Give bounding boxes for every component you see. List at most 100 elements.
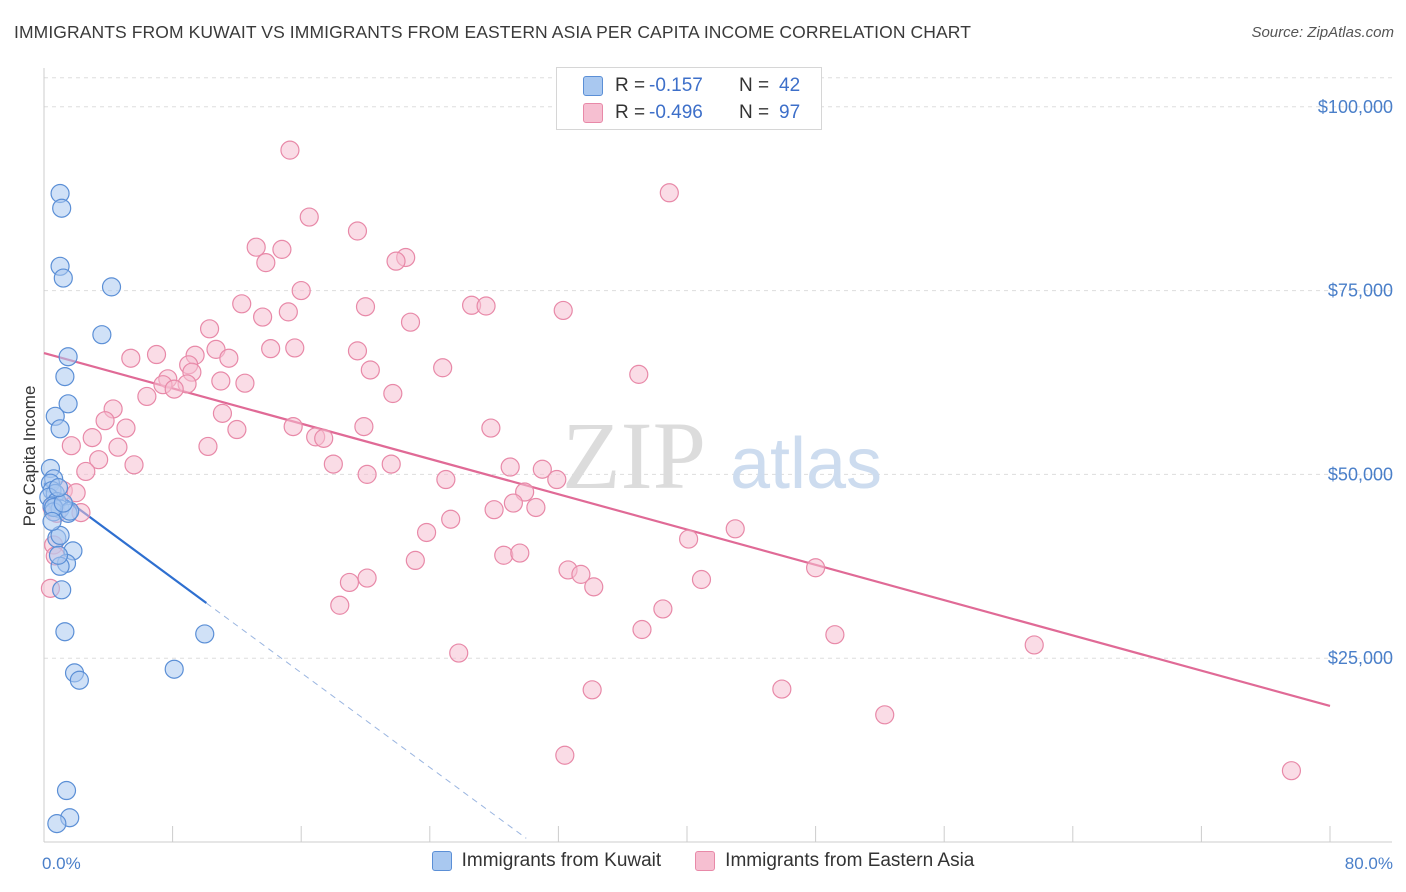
eastern-asia-point xyxy=(357,464,377,484)
r-value: -0.496 xyxy=(649,102,703,123)
kuwait-legend-swatch xyxy=(431,851,452,871)
eastern-asia-point xyxy=(629,364,649,384)
eastern-asia-point xyxy=(725,519,745,539)
eastern-asia-point xyxy=(503,493,523,513)
eastern-asia-point xyxy=(405,550,425,571)
eastern-asia-point xyxy=(261,339,281,359)
grid-lines xyxy=(44,77,1392,659)
eastern-asia-point xyxy=(211,371,231,391)
eastern-asia-point xyxy=(386,251,406,271)
eastern-asia-point xyxy=(555,745,575,765)
eastern-asia-point xyxy=(571,564,591,584)
kuwait-trend-extension xyxy=(206,602,527,839)
axes xyxy=(43,68,1392,843)
eastern-asia-point xyxy=(772,679,792,699)
kuwait-swatch xyxy=(583,76,603,96)
eastern-asia-point xyxy=(108,437,128,457)
eastern-asia-point xyxy=(124,455,144,475)
r-label: R = xyxy=(615,102,646,123)
eastern-asia-point xyxy=(299,207,319,227)
eastern-asia-point xyxy=(825,625,845,645)
eastern-asia-point xyxy=(526,497,546,518)
source-label: Source: ZipAtlas.com xyxy=(1251,24,1394,41)
x-tick-label: 0.0% xyxy=(42,854,81,873)
stats-row-kuwait: R = -0.157 N = 42 xyxy=(583,73,800,99)
watermark: ZIP atlas xyxy=(562,402,882,509)
eastern-asia-point xyxy=(246,237,266,257)
eastern-asia-point xyxy=(89,450,109,470)
eastern-asia-point xyxy=(653,599,673,619)
n-label: N = xyxy=(739,75,770,96)
eastern-asia-point xyxy=(212,403,233,423)
eastern-asia-swatch xyxy=(583,103,603,123)
kuwait-point xyxy=(55,366,75,387)
eastern-asia-point xyxy=(381,454,401,474)
watermark-zip: ZIP xyxy=(562,402,706,509)
kuwait-point xyxy=(69,670,89,690)
eastern-asia-point xyxy=(441,509,461,529)
eastern-asia-point xyxy=(278,302,298,322)
eastern-asia-point xyxy=(219,348,239,368)
eastern-asia-point xyxy=(116,418,136,438)
eastern-asia-point xyxy=(805,558,826,578)
eastern-asia-point xyxy=(330,595,350,615)
legend-label-kuwait: Immigrants from Kuwait xyxy=(461,850,662,871)
eastern-asia-point xyxy=(61,436,81,456)
eastern-asia-legend-swatch xyxy=(695,851,716,871)
eastern-asia-point xyxy=(323,454,343,474)
kuwait-point xyxy=(195,624,215,644)
eastern-asia-point xyxy=(436,469,456,490)
stats-legend: R = -0.157 N = 42 R = -0.496 N = 97 xyxy=(556,67,822,130)
eastern-asia-point xyxy=(481,418,501,438)
legend-item-kuwait[interactable]: Immigrants from Kuwait xyxy=(431,850,662,872)
data-points xyxy=(39,140,1302,834)
eastern-asia-point xyxy=(484,500,504,520)
eastern-asia-point xyxy=(360,360,380,380)
eastern-asia-point xyxy=(272,239,292,259)
eastern-asia-point xyxy=(400,312,421,332)
eastern-asia-point xyxy=(95,411,115,431)
eastern-asia-point xyxy=(547,469,567,490)
y-tick-label: $50,000 xyxy=(1328,464,1393,484)
eastern-asia-point xyxy=(357,568,377,588)
eastern-asia-point xyxy=(416,522,437,543)
eastern-asia-point xyxy=(355,297,376,317)
x-tick-label: 80.0% xyxy=(1345,854,1393,873)
legend-label-eastern-asia: Immigrants from Eastern Asia xyxy=(725,850,975,871)
kuwait-point xyxy=(48,545,69,565)
eastern-asia-point xyxy=(76,461,96,482)
eastern-asia-point xyxy=(283,416,303,437)
tick-labels: $25,000 $50,000 $75,000 $100,000 0.0% 80.0% xyxy=(42,97,1393,873)
kuwait-point xyxy=(58,347,78,367)
kuwait-point xyxy=(164,659,184,679)
eastern-asia-point xyxy=(285,338,305,358)
watermark-atlas: atlas xyxy=(730,424,882,504)
eastern-asia-point xyxy=(121,348,141,368)
eastern-asia-point xyxy=(679,529,699,549)
eastern-asia-point xyxy=(256,253,276,273)
eastern-asia-point xyxy=(500,457,520,477)
y-tick-label: $25,000 xyxy=(1328,648,1393,668)
eastern-asia-point xyxy=(632,619,652,640)
kuwait-point xyxy=(55,622,75,642)
legend-item-eastern-asia[interactable]: Immigrants from Eastern Asia xyxy=(695,850,974,872)
eastern-asia-point xyxy=(691,569,712,590)
kuwait-point xyxy=(48,478,69,498)
eastern-asia-point xyxy=(164,379,184,399)
eastern-asia-point xyxy=(339,572,360,593)
y-tick-label: $100,000 xyxy=(1318,97,1393,117)
kuwait-point xyxy=(53,268,73,288)
eastern-asia-point xyxy=(137,386,157,407)
eastern-asia-point xyxy=(449,643,469,663)
n-label: N = xyxy=(739,102,770,123)
eastern-asia-point xyxy=(433,358,453,378)
eastern-asia-point xyxy=(354,416,374,437)
eastern-asia-point xyxy=(347,221,368,241)
eastern-asia-point xyxy=(199,319,220,339)
eastern-asia-point xyxy=(146,344,167,365)
eastern-asia-point xyxy=(510,543,530,563)
eastern-asia-point xyxy=(235,373,255,393)
eastern-asia-point xyxy=(66,483,86,503)
kuwait-point xyxy=(58,394,78,414)
